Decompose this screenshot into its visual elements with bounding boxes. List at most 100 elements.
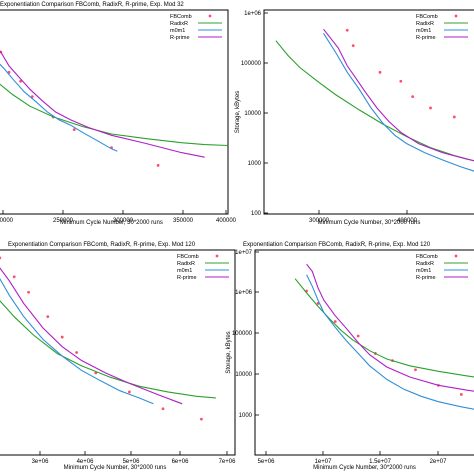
chart-title: Exponentiation Comparison FBComb, RadixR… (8, 242, 196, 248)
y-tick-label: 10000 (244, 111, 261, 117)
y-tick-label: 1000 (239, 413, 253, 419)
plot-area (275, 28, 474, 172)
y-tick-label: 100000 (241, 61, 262, 67)
y-tick-label: 100 (251, 211, 262, 217)
legend-label: FBComb (416, 254, 438, 260)
data-point-fbcomb (378, 70, 382, 74)
plot-frame (254, 249, 474, 456)
y-tick-label: 100000 (232, 331, 253, 337)
data-point-fbcomb (345, 28, 349, 32)
x-tick-label: 5e+06 (123, 459, 141, 465)
legend-label: FBComb (170, 14, 192, 20)
y-tick-label: 1000 (248, 161, 262, 167)
x-axis-label: Minimum Cycle Number, 30*2000 runs (313, 465, 416, 471)
legend-swatch (215, 254, 219, 258)
x-tick-label: 6e+06 (172, 459, 190, 465)
data-point-fbcomb (0, 256, 2, 260)
series-line-r-prime (323, 28, 474, 162)
x-tick-label: 300000 (113, 218, 134, 224)
x-tick-label: 1e+07 (315, 459, 333, 465)
data-point-fbcomb (399, 79, 403, 83)
legend-label: FBComb (177, 254, 199, 260)
x-tick-label: 400000 (216, 218, 237, 224)
plot-area (294, 263, 474, 410)
legend-label: m0m1 (416, 268, 431, 274)
legend-label: RadixR (177, 261, 195, 267)
legend-swatch (454, 14, 458, 18)
data-point-fbcomb (429, 106, 432, 110)
data-point-fbcomb (72, 128, 76, 132)
legend-label: R-prime (177, 275, 197, 281)
data-point-fbcomb (351, 44, 355, 48)
legend-label: R-prime (416, 35, 436, 41)
series-line-m0m1 (323, 33, 474, 172)
series-line-radixr (0, 300, 216, 399)
data-point-fbcomb (333, 320, 337, 323)
x-tick-label: 7e+06 (219, 459, 237, 465)
chart-title: Exponentiation Comparison FBComb, RadixR… (0, 2, 184, 8)
data-point-fbcomb (459, 393, 463, 396)
x-axis-label: Minimum Cycle Number, 30*2000 runs (60, 220, 163, 226)
x-tick-label: 3e+06 (32, 459, 50, 465)
data-point-fbcomb (27, 290, 30, 294)
chart-panel-3: Exponentiation Comparison FBComb, RadixR… (0, 242, 236, 471)
plot-frame (0, 249, 236, 456)
y-axis-label: Storage, kBytes (235, 91, 241, 133)
data-point-fbcomb (356, 334, 360, 338)
data-point-fbcomb (411, 95, 415, 99)
legend-label: RadixR (416, 261, 434, 267)
chart-panel-4: Exponentiation Comparison FBComb, RadixR… (226, 242, 474, 471)
legend-label: m0m1 (177, 268, 192, 274)
data-point-fbcomb (12, 275, 16, 279)
plot-area (0, 256, 216, 421)
x-tick-label: 250000 (53, 218, 74, 224)
data-point-fbcomb (161, 407, 165, 411)
chart-panel-1: Exponentiation Comparison FBComb, RadixR… (0, 2, 237, 226)
chart-panel-2: 3000004000005000001001000100001000001e+0… (235, 9, 474, 226)
legend-label: R-prime (170, 35, 190, 41)
x-tick-label: 350000 (173, 218, 194, 224)
y-axis-label: Storage, kBytes (226, 331, 232, 373)
data-point-fbcomb (19, 79, 23, 83)
x-tick-label: 400000 (397, 218, 418, 224)
data-point-fbcomb (127, 390, 131, 394)
x-tick-label: 5e+06 (258, 459, 276, 465)
data-point-fbcomb (414, 368, 417, 372)
x-axis-label: Minimum Cycle Number, 30*2000 runs (318, 220, 421, 226)
y-tick-label: 10000 (235, 372, 252, 378)
plot-frame (263, 9, 474, 215)
series-line-m0m1 (0, 63, 118, 152)
legend-label: m0m1 (170, 28, 185, 34)
x-tick-label: 4e+06 (77, 459, 95, 465)
legend-label: FBComb (416, 14, 438, 20)
y-tick-label: 1e+07 (235, 250, 253, 256)
series-line-m0m1 (306, 274, 474, 410)
series-line-m0m1 (0, 277, 154, 405)
legend-swatch (454, 254, 458, 258)
x-tick-label: 200000 (0, 218, 14, 224)
legend-label: R-prime (416, 275, 436, 281)
legend-label: m0m1 (416, 28, 431, 34)
legend-label: RadixR (170, 21, 188, 27)
y-tick-label: 1e+06 (235, 290, 253, 296)
x-axis-label: Minimum Cycle Number, 30*2000 runs (64, 465, 167, 471)
x-tick-label: 2e+07 (430, 459, 448, 465)
series-line-r-prime (0, 267, 183, 405)
data-point-fbcomb (156, 163, 160, 167)
series-line-radixr (275, 40, 474, 162)
y-tick-label: 1e+06 (244, 11, 262, 17)
data-point-fbcomb (60, 335, 64, 339)
legend-label: RadixR (416, 21, 434, 27)
x-tick-label: 1.5e+07 (369, 459, 392, 465)
plot-frame (0, 9, 229, 215)
x-tick-label: 300000 (309, 218, 330, 224)
legend-swatch (208, 14, 212, 18)
data-point-fbcomb (75, 351, 78, 354)
series-line-r-prime (306, 263, 474, 392)
data-point-fbcomb (46, 315, 50, 319)
